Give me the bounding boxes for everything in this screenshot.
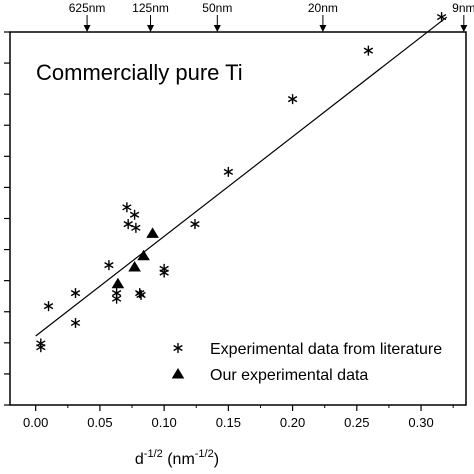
asterisk-stroke (43, 303, 54, 310)
legend-entry-label: Experimental data from literature (210, 341, 442, 358)
asterisk-stroke (136, 291, 146, 299)
data-points (36, 12, 447, 353)
x-tick-label: 0.15 (216, 415, 241, 430)
x-axis-label-unit-open: (nm (163, 451, 195, 468)
data-point-triangle (137, 249, 150, 261)
series-2 (111, 227, 159, 289)
x-tick-label: 0.30 (408, 415, 433, 430)
legend: Experimental data from literature Our exp… (171, 341, 442, 384)
data-point-asterisk (363, 45, 374, 56)
top-axis-label: 9nm (452, 1, 474, 15)
top-axis-arrow (213, 25, 221, 32)
series-1 (36, 12, 447, 353)
asterisk-stroke (223, 168, 234, 175)
data-point-asterisk (129, 209, 140, 220)
data-point-asterisk (43, 301, 54, 312)
asterisk-stroke (36, 340, 46, 347)
top-axis-arrow (147, 25, 155, 32)
data-point-asterisk (223, 166, 234, 177)
asterisk-stroke (70, 319, 81, 327)
asterisk-stroke (104, 262, 114, 269)
x-axis-label-sup: -1/2 (144, 448, 163, 460)
data-point-asterisk (190, 219, 200, 230)
data-point-asterisk (436, 12, 447, 23)
asterisk-stroke (436, 13, 447, 21)
data-point-asterisk (287, 94, 298, 105)
asterisk-stroke (287, 96, 298, 103)
asterisk-stroke (131, 224, 141, 231)
data-point-asterisk (122, 202, 132, 213)
asterisk-stroke (123, 220, 133, 228)
top-axis-label: 125nm (132, 1, 169, 15)
x-tick-label: 0.10 (151, 415, 176, 430)
x-tick-label: 0.00 (23, 415, 48, 430)
asterisk-stroke (159, 269, 169, 276)
top-axis-arrow (460, 25, 468, 32)
asterisk-stroke (363, 47, 374, 54)
x-axis-label-unit-sup: -1/2 (195, 448, 214, 460)
asterisk-stroke (135, 289, 145, 297)
x-axis-label: d-1/2 (nm-1/2) (135, 448, 219, 468)
data-point-asterisk (104, 260, 114, 271)
data-point-asterisk (159, 267, 169, 278)
x-tick-label: 0.20 (280, 415, 305, 430)
asterisk-stroke (111, 289, 122, 297)
data-point-asterisk (70, 317, 81, 328)
x-tick-label: 0.05 (87, 415, 112, 430)
data-point-asterisk (123, 219, 133, 230)
data-point-triangle (111, 277, 125, 289)
asterisk-stroke (129, 211, 140, 218)
data-point-triangle (128, 260, 141, 272)
asterisk-stroke (190, 220, 200, 228)
top-axis-label: 625nm (69, 1, 106, 15)
asterisk-stroke (111, 295, 122, 302)
chart-annotation: Commercially pure Ti (36, 60, 243, 85)
x-axis-label-main: d (135, 451, 144, 468)
x-axis: 0.00 0.05 0.10 0.15 0.20 0.25 0.30 (23, 405, 454, 430)
data-point-triangle (146, 227, 159, 238)
legend-entry-label: Our experimental data (210, 367, 368, 384)
asterisk-stroke (70, 289, 81, 297)
data-point-asterisk (111, 288, 122, 299)
asterisk-stroke (173, 344, 183, 352)
top-axis: 625nm 125nm 50nm 20nm 9nm (69, 1, 474, 32)
top-axis-arrow (83, 25, 91, 32)
legend-marker-asterisk (173, 343, 183, 353)
top-axis-arrow (319, 25, 327, 32)
asterisk-stroke (122, 204, 132, 211)
data-point-asterisk (70, 288, 81, 299)
y-axis (4, 31, 10, 406)
x-axis-label-unit-close: ) (214, 451, 219, 468)
x-tick-label: 0.25 (344, 415, 369, 430)
fit-line (35, 16, 448, 337)
data-point-asterisk (131, 222, 141, 233)
data-point-asterisk (36, 338, 46, 349)
top-axis-label: 20nm (308, 1, 338, 15)
legend-marker-triangle (171, 368, 185, 379)
top-axis-label: 50nm (202, 1, 232, 15)
data-point-asterisk (136, 289, 146, 300)
